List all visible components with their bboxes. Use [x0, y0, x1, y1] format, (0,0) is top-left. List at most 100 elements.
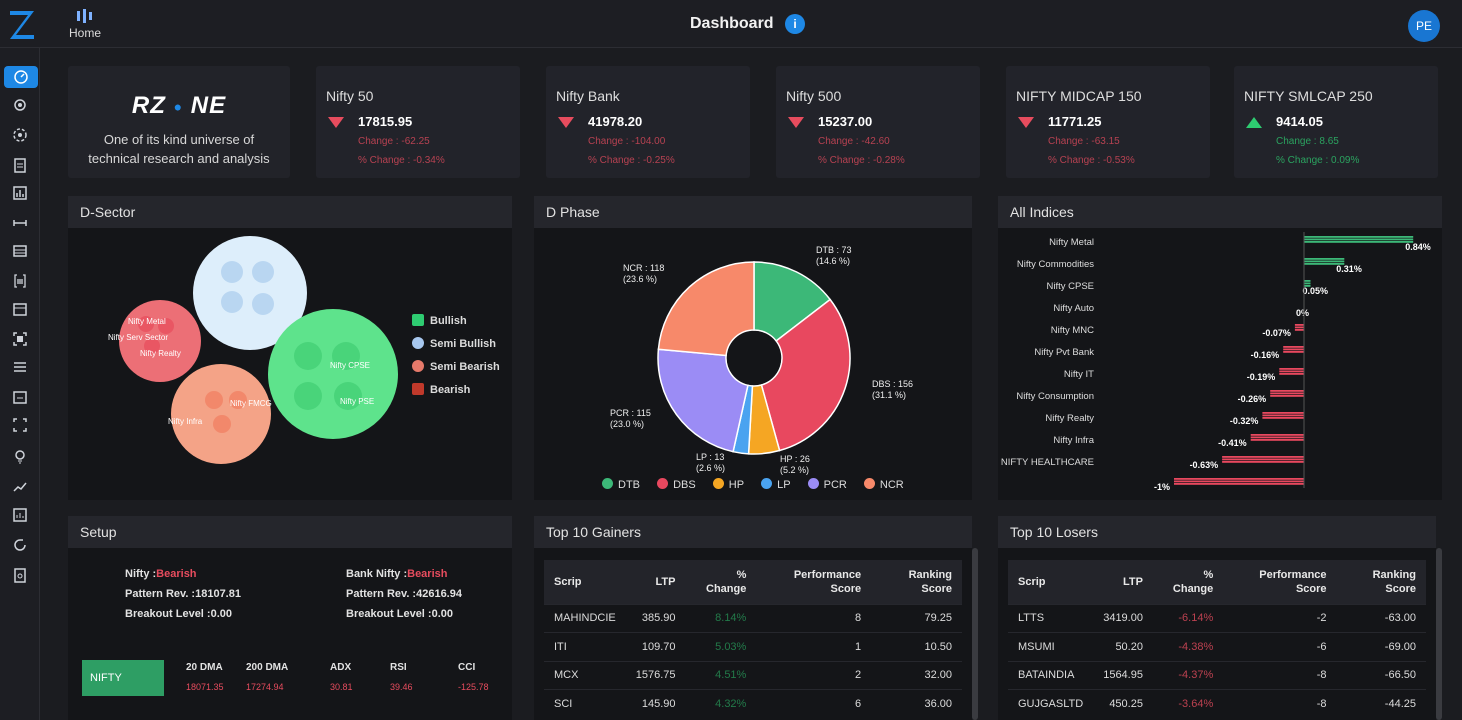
sidebar-item-scan[interactable]: [8, 328, 32, 350]
pie-slice-ncr[interactable]: [657, 261, 755, 357]
sidebar-item-settings-1[interactable]: [8, 94, 32, 116]
column-header[interactable]: Ranking Score: [1336, 560, 1426, 604]
bar[interactable]: [1262, 417, 1304, 419]
column-header[interactable]: Scrip: [1008, 560, 1094, 604]
sidebar-item-bulb[interactable]: [8, 446, 32, 468]
bar[interactable]: [1250, 434, 1304, 436]
sidebar-item-calendar-2[interactable]: [8, 386, 32, 408]
bar[interactable]: [1294, 326, 1304, 329]
bubble-bullish[interactable]: [268, 309, 398, 439]
bar[interactable]: [1270, 395, 1304, 397]
sidebar-item-report[interactable]: [8, 504, 32, 526]
table-row[interactable]: SCI 145.90 4.32% 6 36.00: [544, 689, 962, 718]
column-header[interactable]: Performance Score: [1223, 560, 1337, 604]
sidebar-item-range[interactable]: [8, 212, 32, 234]
avatar[interactable]: PE: [1408, 10, 1440, 42]
table-row[interactable]: ITI 109.70 5.03% 1 10.50: [544, 632, 962, 661]
bar[interactable]: [1174, 483, 1304, 485]
bar[interactable]: [1283, 346, 1304, 348]
bar[interactable]: [1283, 351, 1304, 353]
bar[interactable]: [1262, 412, 1304, 414]
sidebar-item-table[interactable]: [8, 240, 32, 262]
losers-scrollbar[interactable]: [1436, 548, 1442, 720]
bar-value-label: -0.26%: [1238, 394, 1267, 404]
table-row[interactable]: GUJGASLTD 450.25 -3.64% -8 -44.25: [1008, 689, 1426, 718]
home-nav[interactable]: Home: [64, 8, 106, 40]
bar[interactable]: [1262, 414, 1304, 417]
legend-bearish[interactable]: Bearish: [412, 383, 500, 406]
bar[interactable]: [1304, 285, 1311, 287]
bar[interactable]: [1304, 238, 1414, 241]
bar[interactable]: [1304, 260, 1345, 263]
pie-slice-dtb[interactable]: [753, 261, 832, 342]
legend-dtb[interactable]: DTB: [602, 478, 640, 491]
bar[interactable]: [1222, 456, 1304, 458]
pie-slice-pcr[interactable]: [657, 348, 749, 453]
bar[interactable]: [1270, 390, 1304, 392]
bar[interactable]: [1294, 329, 1304, 331]
bar[interactable]: [1250, 439, 1304, 441]
column-header[interactable]: Performance Score: [756, 560, 872, 604]
sidebar-item-settings-2[interactable]: [8, 124, 32, 146]
column-header[interactable]: Ranking Score: [871, 560, 962, 604]
index-card[interactable]: Nifty 50 17815.95 Change : -62.25 % Chan…: [316, 66, 520, 178]
bar[interactable]: [1174, 480, 1304, 483]
legend-hp[interactable]: HP: [712, 478, 744, 491]
sidebar-item-bracket[interactable]: [8, 270, 32, 292]
column-header[interactable]: % Change: [1152, 560, 1224, 604]
app-logo[interactable]: [6, 5, 38, 43]
sidebar-item-bar-chart[interactable]: [8, 182, 32, 204]
legend-bullish[interactable]: Bullish: [412, 314, 500, 337]
column-header[interactable]: Scrip: [544, 560, 626, 604]
sidebar-item-trend[interactable]: [8, 476, 32, 498]
pie-slice-dbs[interactable]: [760, 298, 851, 452]
legend-semi-bullish[interactable]: Semi Bullish: [412, 337, 500, 360]
index-card[interactable]: NIFTY SMLCAP 250 9414.05 Change : 8.65 %…: [1234, 66, 1438, 178]
bar[interactable]: [1304, 280, 1311, 282]
bar[interactable]: [1304, 241, 1414, 243]
bar[interactable]: [1270, 392, 1304, 395]
legend-pcr[interactable]: PCR: [807, 478, 847, 491]
gainers-scrollbar[interactable]: [972, 548, 978, 720]
index-card[interactable]: NIFTY MIDCAP 150 11771.25 Change : -63.1…: [1006, 66, 1210, 178]
bar[interactable]: [1250, 436, 1304, 439]
legend-ncr[interactable]: NCR: [863, 478, 904, 491]
bar[interactable]: [1222, 461, 1304, 463]
legend-lp[interactable]: LP: [761, 478, 791, 491]
bubble-semi-bearish[interactable]: [171, 364, 271, 464]
index-card[interactable]: Nifty Bank 41978.20 Change : -104.00 % C…: [546, 66, 750, 178]
bar[interactable]: [1294, 324, 1304, 326]
bar[interactable]: [1283, 348, 1304, 351]
bar[interactable]: [1304, 258, 1345, 260]
bar[interactable]: [1304, 236, 1414, 238]
tab-nifty[interactable]: NIFTY: [82, 660, 164, 696]
bar[interactable]: [1304, 263, 1345, 265]
bar[interactable]: [1279, 370, 1304, 373]
column-header[interactable]: LTP: [625, 560, 686, 604]
table-row[interactable]: MSUMI 50.20 -4.38% -6 -69.00: [1008, 632, 1426, 661]
sidebar-item-refresh[interactable]: [8, 534, 32, 556]
table-row[interactable]: MCX 1576.75 4.51% 2 32.00: [544, 660, 962, 690]
table-row[interactable]: LTTS 3419.00 -6.14% -2 -63.00: [1008, 603, 1426, 633]
sidebar-item-list[interactable]: [8, 356, 32, 378]
bar[interactable]: [1304, 282, 1311, 285]
sidebar-item-clipboard[interactable]: [8, 154, 32, 176]
legend-dbs[interactable]: DBS: [657, 478, 696, 491]
sidebar-item-scan-2[interactable]: [8, 414, 32, 436]
sidebar-item-calendar[interactable]: [8, 298, 32, 320]
column-header[interactable]: LTP: [1093, 560, 1153, 604]
setup-panel: Nifty :Bearish Pattern Rev. :18107.81 Br…: [68, 548, 512, 720]
column-header[interactable]: % Change: [685, 560, 757, 604]
bubble-semi-bullish[interactable]: [193, 236, 307, 350]
bar[interactable]: [1174, 478, 1304, 480]
legend-semi-bearish[interactable]: Semi Bearish: [412, 360, 500, 383]
index-card[interactable]: Nifty 500 15237.00 Change : -42.60 % Cha…: [776, 66, 980, 178]
bar[interactable]: [1279, 368, 1304, 370]
bar[interactable]: [1279, 373, 1304, 375]
sidebar-item-dashboard[interactable]: [4, 66, 38, 88]
info-icon[interactable]: i: [785, 14, 805, 34]
sidebar-item-clipboard-2[interactable]: [8, 564, 32, 586]
table-row[interactable]: BATAINDIA 1564.95 -4.37% -8 -66.50: [1008, 660, 1426, 690]
bar[interactable]: [1222, 458, 1304, 461]
table-row[interactable]: MAHINDCIE 385.90 8.14% 8 79.25: [544, 603, 962, 633]
